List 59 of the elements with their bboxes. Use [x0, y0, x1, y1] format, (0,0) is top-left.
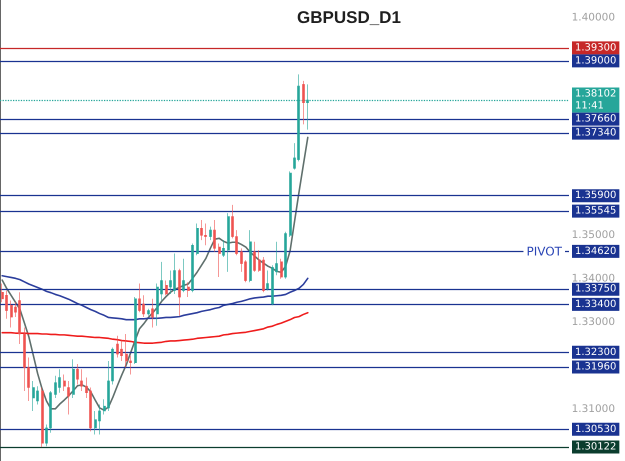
- candlestick: [187, 282, 190, 298]
- ref-line-label: 1.30122: [575, 441, 616, 452]
- annotation: PIVOT: [526, 244, 563, 258]
- candlestick: [72, 358, 75, 398]
- ref-line-label: 1.35900: [575, 190, 616, 202]
- candlestick: [196, 223, 199, 256]
- candlestick: [41, 387, 44, 448]
- candlestick: [67, 380, 70, 415]
- ref-line-label: 1.35545: [575, 206, 616, 217]
- candlestick: [266, 270, 269, 291]
- candlestick: [289, 171, 292, 238]
- candlestick: [32, 380, 35, 412]
- candlestick: [134, 296, 137, 364]
- text: GBPUSD_D1: [297, 8, 401, 27]
- candlestick: [284, 232, 287, 280]
- ref-line-label: 1.31960: [575, 362, 616, 373]
- candlestick: [98, 404, 101, 435]
- candlestick: [18, 292, 21, 344]
- ref-line-label: 1.33750: [575, 284, 616, 295]
- y-tick-label: 1.35000: [572, 228, 615, 241]
- candlestick: [191, 243, 194, 293]
- line-series: [1, 136, 309, 411]
- candlestick: [213, 220, 216, 252]
- candlestick: [116, 335, 119, 358]
- line-series: [1, 274, 309, 320]
- candlestick: [138, 283, 141, 313]
- candlestick: [253, 242, 256, 272]
- candlestick: [204, 223, 207, 246]
- candlestick: [76, 364, 79, 385]
- candlestick: [151, 298, 154, 328]
- candlestick: [63, 374, 66, 392]
- line-series: [1, 312, 309, 344]
- ref-line-label: 1.30530: [575, 424, 616, 435]
- ref-line-label: 1.32300: [575, 346, 616, 358]
- candlestick: [249, 230, 252, 283]
- candlestick: [182, 258, 185, 293]
- ref-line-label: 1.33400: [575, 298, 616, 310]
- candlestick: [302, 80, 305, 125]
- ref-line-label: 1.38102 11:41: [575, 88, 616, 112]
- ref-line-label: 1.37340: [575, 128, 616, 139]
- candlestick: [165, 280, 168, 296]
- ref-line-label: 1.37660: [575, 114, 616, 125]
- y-tick-label: 1.33000: [572, 316, 615, 328]
- candlestick: [173, 253, 176, 294]
- y-tick-label: 1.31000: [572, 402, 615, 415]
- candlestick: [178, 268, 181, 316]
- candlestick: [218, 243, 221, 278]
- candlestick: [209, 226, 212, 240]
- ref-line-label: 1.39000: [575, 55, 616, 66]
- candlestick: [147, 308, 150, 316]
- ref-line-label: 1.34620: [575, 246, 616, 257]
- candlestick: [80, 368, 83, 392]
- candlestick: [227, 212, 230, 272]
- candlestick: [280, 258, 283, 280]
- y-tick-label: 1.40000: [572, 11, 615, 24]
- y-tick-label: 1.34000: [572, 272, 615, 284]
- candlestick: [10, 300, 13, 328]
- ref-line-label: 1.39300: [575, 42, 616, 54]
- candlestick: [222, 240, 225, 258]
